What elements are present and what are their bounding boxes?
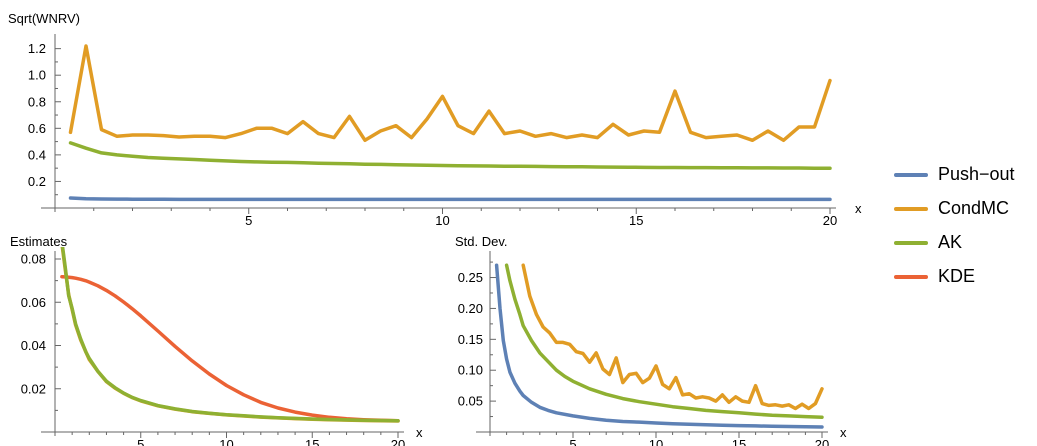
x-tick-label: 15 (629, 213, 643, 228)
series-lines (68, 44, 832, 202)
x-tick-label: 20 (815, 437, 829, 446)
legend-swatch (894, 275, 928, 279)
y-tick-label: 0.25 (458, 270, 483, 285)
x-tick-label: 20 (823, 213, 837, 228)
legend-label: KDE (938, 266, 976, 286)
series-line-ak (68, 141, 832, 170)
ylabel: Sqrt(WNRV) (8, 11, 80, 26)
x-tick-label: 15 (305, 437, 319, 446)
y-tick-label: 0.02 (21, 381, 46, 396)
legend-swatch (894, 173, 928, 177)
xlabel: x (855, 201, 862, 216)
legend-item-kde: KDE (888, 260, 1033, 294)
y-tick-label: 0.04 (21, 338, 46, 353)
axes (41, 251, 404, 436)
legend-item-push-out: Push−out (888, 158, 1033, 192)
y-tick-label: 0.05 (458, 394, 483, 409)
x-tick-label: 15 (732, 437, 746, 446)
series-line-condmc (60, 247, 400, 423)
chart-estimates: Estimates x 5 10 15 20 0.02 0.04 0.06 0.08 (10, 234, 423, 446)
y-tick-label: 0.15 (458, 332, 483, 347)
y-tick-label: 1.2 (28, 41, 46, 56)
xlabel: x (416, 425, 423, 440)
legend-swatch (894, 241, 928, 245)
series-lines (60, 247, 400, 423)
series-line-condmc (68, 44, 832, 143)
series-line-push-out (68, 196, 832, 202)
legend-swatch (894, 207, 928, 211)
x-tick-label: 5 (245, 213, 252, 228)
x-tick-label: 5 (137, 437, 144, 446)
y-tick-label: 1.0 (28, 68, 46, 83)
series-line-ak (504, 263, 824, 419)
series-line-push-out (494, 263, 824, 429)
x-tick-label: 10 (435, 213, 449, 228)
series-line-kde (60, 274, 400, 423)
y-tick-label: 0.6 (28, 121, 46, 136)
series-lines (494, 263, 824, 429)
xlabel: x (840, 425, 847, 440)
series-line-ak (60, 247, 400, 423)
y-tick-label: 0.10 (458, 363, 483, 378)
legend-label: Push−out (938, 164, 1015, 184)
chart-sqrt-wnrv: Sqrt(WNRV) x 5 10 15 20 0.2 0.4 0.6 0.8 1.0 1.2 (8, 11, 862, 228)
y-tick-label: 0.8 (28, 94, 46, 109)
ylabel: Estimates (10, 234, 68, 249)
y-tick-label: 0.06 (21, 295, 46, 310)
x-tick-label: 20 (391, 437, 405, 446)
axes (476, 251, 828, 436)
ticks: 5 10 15 20 0.2 0.4 0.6 0.8 1.0 1.2 (28, 41, 837, 228)
y-tick-label: 0.2 (28, 174, 46, 189)
chart-std-dev: Std. Dev. x 5 10 15 20 0.05 0.10 0.15 0.20 0.25 (455, 234, 847, 446)
legend-label: CondMC (938, 198, 1010, 218)
x-tick-label: 5 (569, 437, 576, 446)
ticks: 5 10 15 20 0.05 0.10 0.15 0.20 0.25 (458, 261, 829, 446)
axes (41, 34, 836, 212)
series-line-condmc (521, 263, 824, 411)
y-tick-label: 0.20 (458, 301, 483, 316)
legend-item-condmc: CondMC (888, 192, 1033, 226)
legend-item-ak: AK (888, 226, 1033, 260)
y-tick-label: 0.4 (28, 147, 46, 162)
legend: Push−out CondMC AK KDE (888, 158, 1033, 294)
legend-label: AK (938, 232, 963, 252)
x-tick-label: 10 (219, 437, 233, 446)
x-tick-label: 10 (649, 437, 663, 446)
y-tick-label: 0.08 (21, 252, 46, 267)
ticks: 5 10 15 20 0.02 0.04 0.06 0.08 (21, 252, 406, 446)
ylabel: Std. Dev. (455, 234, 508, 249)
